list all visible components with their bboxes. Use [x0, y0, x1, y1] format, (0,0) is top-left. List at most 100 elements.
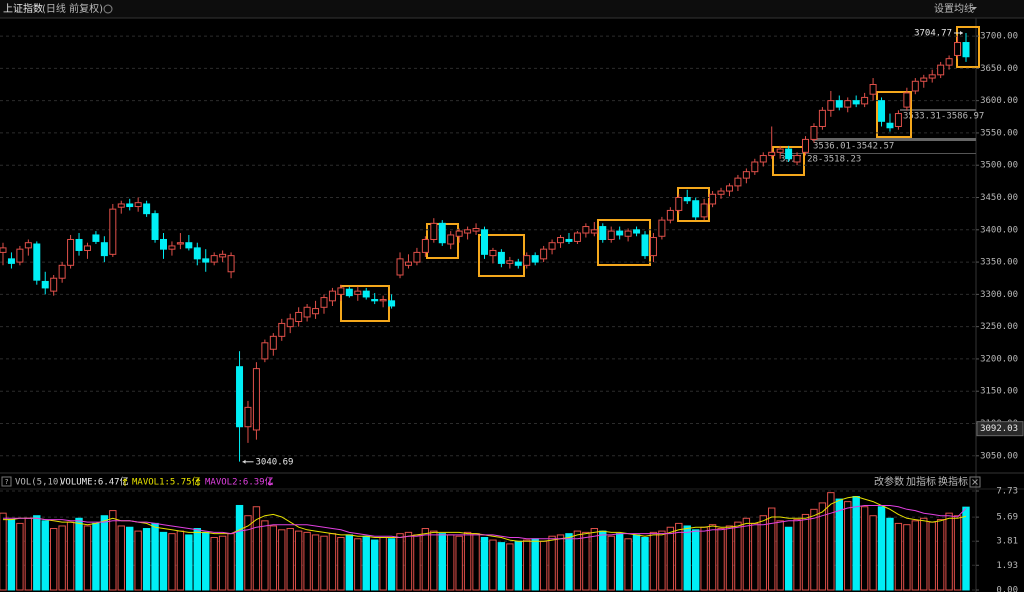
- candle-body: [67, 238, 75, 266]
- volume-bar: [852, 496, 860, 591]
- y-tick-label: 3150.00: [980, 387, 1018, 397]
- candle-body: [24, 242, 32, 249]
- candle-body: [945, 58, 953, 66]
- candle-body: [582, 226, 590, 234]
- y-tick-label: 3.81: [996, 537, 1018, 547]
- candle-body: [185, 242, 193, 249]
- toolbar-button[interactable]: 改参数: [874, 475, 904, 488]
- candle-body: [607, 230, 615, 240]
- toolbar-button[interactable]: 加指标: [906, 475, 936, 488]
- volume-bar: [463, 531, 472, 591]
- volume-bar: [328, 533, 337, 591]
- y-tick-label: 3550.00: [980, 128, 1018, 138]
- candle-body: [244, 406, 252, 428]
- candle-body: [83, 245, 91, 251]
- candle-body: [413, 251, 421, 263]
- volume-bar: [725, 525, 734, 591]
- volume-bar: [624, 538, 632, 591]
- candle-body: [312, 308, 320, 315]
- volume-bar: [438, 533, 446, 591]
- up-arrow: [122, 478, 128, 486]
- candle-body: [126, 203, 134, 208]
- volume-bar: [16, 522, 24, 591]
- volume-bar: [387, 538, 396, 591]
- volume-bar: [75, 517, 83, 591]
- volume-bar: [252, 506, 261, 591]
- candle-body: [911, 80, 919, 92]
- price-marker-box: [976, 421, 1024, 437]
- volume-bar: [869, 515, 877, 591]
- candle-body: [489, 249, 497, 257]
- candle-body: [692, 200, 700, 218]
- candle-body: [481, 229, 488, 255]
- volume-bar: [844, 501, 852, 591]
- volume-bar: [641, 536, 649, 591]
- dropdown-icon[interactable]: [971, 7, 977, 10]
- candle-body: [396, 258, 404, 276]
- candle-body: [540, 248, 548, 260]
- highlight-boxes: [340, 26, 980, 322]
- help-icon[interactable]: [1, 476, 12, 487]
- volume-bar: [24, 517, 33, 591]
- candle-body: [219, 253, 227, 258]
- volume-bar: [742, 517, 751, 591]
- close-glyph[interactable]: [972, 479, 978, 485]
- candle-body: [590, 229, 598, 234]
- volume-bar: [556, 534, 565, 591]
- volume-bar: [235, 504, 244, 591]
- volume-bar: [953, 515, 962, 591]
- volume-bar: [514, 540, 522, 591]
- candle-body: [734, 177, 742, 187]
- help-icon-glyph[interactable]: ?: [5, 478, 9, 486]
- down-arrow: [267, 478, 273, 486]
- volume-bar: [734, 521, 742, 591]
- volume-bar: [607, 535, 615, 591]
- candle-body: [278, 322, 286, 337]
- candle-body: [573, 232, 581, 242]
- candle-body: [193, 247, 201, 260]
- range-line: [780, 153, 976, 154]
- volume-bar: [793, 519, 801, 591]
- candle-body: [227, 255, 235, 273]
- volume-bar: [683, 525, 691, 591]
- volume-bar: [379, 536, 387, 591]
- candle-body: [160, 238, 167, 250]
- candle-body: [151, 213, 159, 240]
- candle-body: [362, 290, 370, 298]
- volume-bar: [632, 534, 641, 591]
- volume-bar: [717, 528, 725, 591]
- range-label: 3533.31-3586.97: [903, 112, 984, 122]
- volume-bar: [49, 528, 58, 591]
- candle-body: [641, 234, 649, 257]
- candle-body: [388, 300, 396, 307]
- y-tick-label: 3500.00: [980, 161, 1018, 171]
- candle-body: [751, 161, 759, 173]
- candle-body: [41, 280, 49, 289]
- volume-bar: [151, 522, 159, 591]
- volume-bar: [784, 526, 793, 591]
- candle-body: [16, 248, 24, 263]
- candle-body: [7, 258, 15, 264]
- volume-bar: [413, 534, 421, 591]
- volume-bar: [269, 525, 278, 591]
- candle-body: [785, 148, 793, 160]
- volume-bar: [751, 522, 759, 591]
- volume-bar: [658, 530, 666, 591]
- volume-bar: [649, 531, 658, 591]
- ma-settings-button[interactable]: 设置均线: [934, 2, 974, 15]
- volume-bar: [66, 521, 75, 591]
- candle-body: [557, 237, 565, 244]
- candle-body: [109, 208, 117, 255]
- volume-bar: [700, 526, 708, 591]
- close-button[interactable]: [969, 476, 981, 488]
- candle-body: [75, 238, 83, 251]
- volume-bar: [489, 539, 497, 591]
- candle-body: [464, 229, 472, 234]
- settings-icon[interactable]: [103, 4, 113, 14]
- volume-bar: [523, 539, 531, 591]
- volume-bar: [447, 534, 455, 591]
- volume-bar: [455, 535, 463, 591]
- y-tick-label: 3050.00: [980, 451, 1018, 461]
- candle-body: [565, 238, 573, 242]
- toolbar-button[interactable]: 换指标: [938, 475, 968, 488]
